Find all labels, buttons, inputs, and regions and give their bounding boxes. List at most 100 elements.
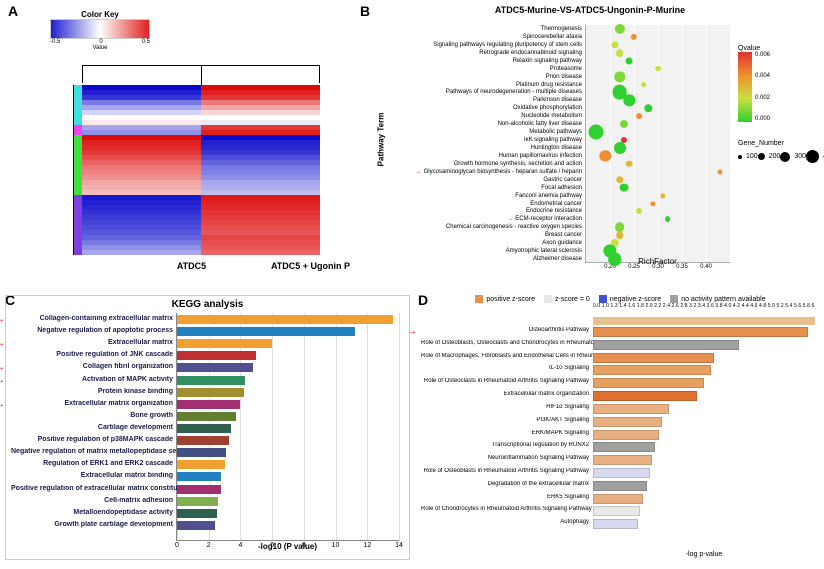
d-label: Osteoarthritis Pathway xyxy=(421,327,593,333)
kegg-bar xyxy=(177,327,355,336)
kegg-label: Negative regulation of apoptotic process xyxy=(11,327,177,334)
pathway-row: Prion disease xyxy=(586,73,730,81)
cluster-band xyxy=(74,250,82,255)
kegg-row: Bone growth xyxy=(177,412,399,422)
d-bar xyxy=(593,365,711,375)
d-label: Role of Macrophages, Fibroblasts and End… xyxy=(421,353,593,359)
dot-point xyxy=(636,208,642,214)
pathway-row: Thermogenesis xyxy=(586,25,730,33)
gene-size-dot xyxy=(738,155,742,159)
d-bar xyxy=(593,404,669,414)
pathway-label: Retrograde endocannabinoid signaling xyxy=(371,50,586,56)
d-bar xyxy=(593,481,647,491)
pathway-label: Huntington disease xyxy=(371,145,586,151)
pathway-label: Amyotrophic lateral sclerosis xyxy=(371,248,586,254)
highlight-arrow: → xyxy=(0,314,5,325)
kegg-x-title: -log10 (P value) xyxy=(176,542,399,551)
dot-point xyxy=(620,120,628,128)
gene-size-label: 200 xyxy=(769,153,781,160)
col1-label: ATDC5 xyxy=(132,261,251,271)
qvalue-tick: 0.004 xyxy=(755,73,770,79)
d-bar xyxy=(593,506,640,516)
d-bar xyxy=(593,340,739,350)
pathway-label: Fanconi anemia pathway xyxy=(371,193,586,199)
kegg-row: Cartilage development xyxy=(177,424,399,434)
pathway-label: Metabolic pathways xyxy=(371,129,586,135)
pathway-label: Endocrine resistance xyxy=(371,208,586,214)
dotplot-x-title: RichFactor xyxy=(585,257,730,266)
qvalue-colorbar xyxy=(738,52,752,122)
kegg-label: Collagen fibril organization xyxy=(11,363,177,370)
color-key-bar xyxy=(50,19,150,39)
pathway-label: Proteasome xyxy=(371,66,586,72)
heatmap-column-labels: ATDC5 ATDC5 + Ugonin P xyxy=(132,261,370,271)
kegg-bar xyxy=(177,436,229,445)
dot-point xyxy=(626,57,633,64)
kegg-label: Cartilage development xyxy=(11,424,177,431)
kegg-label: Regulation of ERK1 and ERK2 cascade xyxy=(11,460,177,467)
d-row: Role of Osteoblasts in Rheumatoid Arthri… xyxy=(593,468,815,481)
dot-point xyxy=(641,82,647,88)
pathway-label: Axon guidance xyxy=(371,240,586,246)
kegg-row: Collagen fibril organization→ xyxy=(177,363,399,373)
heatmap-grid xyxy=(60,85,320,255)
pathway-label: Oxidative phosphorylation xyxy=(371,105,586,111)
pathway-row: Oxidative phosphorylation xyxy=(586,104,730,112)
pathway-label: Endometrial cancer xyxy=(371,201,586,207)
gene-size-item: 100 xyxy=(738,153,758,160)
kegg-label: Cell-matrix adhesion xyxy=(11,497,177,504)
pathway-label: Chemical carcinogenesis - reactive oxyge… xyxy=(371,224,586,230)
panel-b: ATDC5-Murine-VS-ATDC5-Ungonin-P-Murine P… xyxy=(360,5,820,285)
d-label: HIF1α Signaling xyxy=(421,404,593,410)
pathway-row: Chemical carcinogenesis - reactive oxyge… xyxy=(586,223,730,231)
pathway-label: →Glycosaminoglycan biosynthesis - hepara… xyxy=(371,169,586,175)
kegg-bar xyxy=(177,472,221,481)
pathway-label: Breast cancer xyxy=(371,232,586,238)
d-label: Autophagy xyxy=(421,519,593,525)
kegg-bar xyxy=(177,412,236,421)
kegg-label: Bone growth xyxy=(11,412,177,419)
kegg-bar xyxy=(177,315,393,324)
dot-point xyxy=(665,216,671,222)
qvalue-tick: 0.006 xyxy=(755,52,770,58)
kegg-label: Extracellular matrix organization xyxy=(11,400,177,407)
d-label: Role of Osteoblasts in Rheumatoid Arthri… xyxy=(421,468,593,474)
kegg-row: Protein kinase binding xyxy=(177,388,399,398)
color-key: Color Key -0.5 0 0.5 Value xyxy=(50,10,150,51)
kegg-label: Activation of MAPK activity xyxy=(11,376,177,383)
d-bar xyxy=(593,378,704,388)
highlight-arrow: → xyxy=(0,338,5,349)
kegg-label: Negative regulation of matrix metallopep… xyxy=(11,448,177,455)
kegg-bar xyxy=(177,388,244,397)
kegg-bar xyxy=(177,376,245,385)
pathway-row: Signaling pathways regulating pluripoten… xyxy=(586,41,730,49)
d-row: IL-10 Signaling xyxy=(593,365,815,378)
pathway-row: Human papillomavirus infection xyxy=(586,152,730,160)
kegg-label: Extracellular matrix binding xyxy=(11,472,177,479)
d-bar xyxy=(593,455,652,465)
pathway-label: Thermogenesis xyxy=(371,26,586,32)
dot-point xyxy=(636,113,642,119)
kegg-row: Negative regulation of matrix metallopep… xyxy=(177,448,399,458)
d-label: ERK/MAPK Signaling xyxy=(421,430,593,436)
qvalue-tick: 0.000 xyxy=(755,116,770,122)
dot-point xyxy=(718,169,723,174)
kegg-bar xyxy=(177,509,217,518)
qvalue-title: Qvalue xyxy=(738,45,808,52)
column-dendrogram xyxy=(82,65,320,83)
pathway-row: Amyotrophic lateral sclerosis xyxy=(586,247,730,255)
kegg-bar xyxy=(177,400,240,409)
ck-max: 0.5 xyxy=(142,39,150,45)
d-row: HIF1α Signaling xyxy=(593,404,815,417)
pathway-label: →ECM-receptor interaction xyxy=(371,216,586,222)
pathway-label: Alzheimer disease xyxy=(371,256,586,262)
pathway-label: Spinocerebellar ataxia xyxy=(371,34,586,40)
gene-size-label: 100 xyxy=(746,153,758,160)
dot-point xyxy=(655,66,661,72)
kegg-row: Extracellular matrix binding xyxy=(177,472,399,482)
heatmap: ATDC5 ATDC5 + Ugonin P xyxy=(60,85,320,255)
gene-size-dot xyxy=(780,152,790,162)
pathway-row: Proteasome xyxy=(586,65,730,73)
d-header-band xyxy=(593,317,815,325)
pathway-label: Human papillomavirus infection xyxy=(371,153,586,159)
